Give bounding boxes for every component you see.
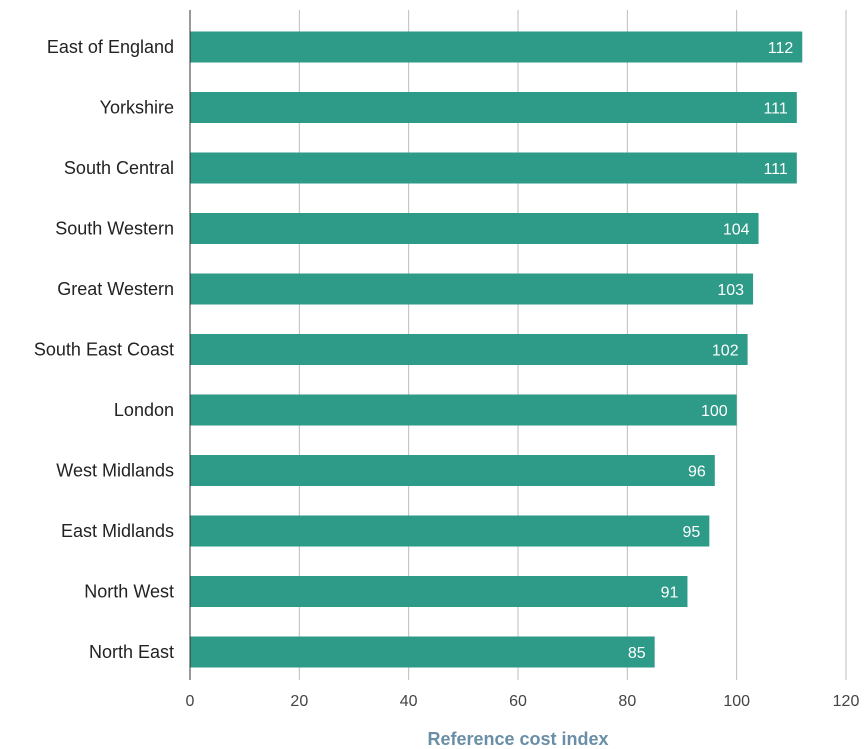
x-tick-label: 0 (186, 693, 195, 710)
bar-value-label: 104 (723, 222, 750, 239)
x-tick-label: 20 (290, 693, 308, 710)
category-label: South East Coast (34, 340, 174, 360)
bar (190, 636, 655, 668)
x-tick-label: 60 (509, 693, 527, 710)
category-label: Great Western (57, 279, 174, 299)
bar (190, 334, 748, 365)
bar-value-label: 91 (661, 585, 679, 602)
x-tick-label: 80 (618, 693, 636, 710)
category-label: North East (89, 642, 174, 662)
x-axis-title: Reference cost index (427, 729, 608, 749)
category-label: South Central (64, 158, 174, 178)
category-label: East of England (47, 37, 174, 57)
bar-value-label: 111 (763, 161, 787, 178)
bar (190, 394, 737, 426)
bar (190, 273, 754, 305)
category-label: West Midlands (56, 461, 174, 481)
bar-value-label: 96 (688, 464, 706, 481)
bar (190, 455, 715, 486)
bar-value-label: 100 (701, 403, 728, 420)
bar (190, 576, 688, 607)
bar (190, 213, 759, 244)
bar-value-label: 95 (683, 524, 701, 541)
category-labels: East of England Yorkshire South Central Sou… (34, 37, 174, 662)
category-label: North West (84, 582, 174, 602)
x-tick-label: 100 (723, 693, 750, 710)
x-tick-label: 40 (400, 693, 418, 710)
category-label: Yorkshire (100, 98, 174, 118)
bar (190, 92, 797, 123)
x-tick-label: 120 (833, 693, 860, 710)
bar (190, 515, 710, 547)
bar-value-label: 103 (717, 282, 744, 299)
bar (190, 31, 803, 63)
bar-value-label: 112 (768, 40, 794, 57)
category-label: East Midlands (61, 521, 174, 541)
bar-value-label: 85 (628, 645, 646, 662)
bars: 112 111 111 104 103 102 100 96 95 91 85 (190, 31, 803, 668)
bar (190, 152, 797, 184)
category-label: London (114, 400, 174, 420)
bar-value-label: 102 (712, 343, 739, 360)
bar-value-label: 111 (763, 101, 787, 118)
category-label: South Western (55, 219, 174, 239)
x-tick-labels: 0 20 40 60 80 100 120 (186, 693, 860, 710)
